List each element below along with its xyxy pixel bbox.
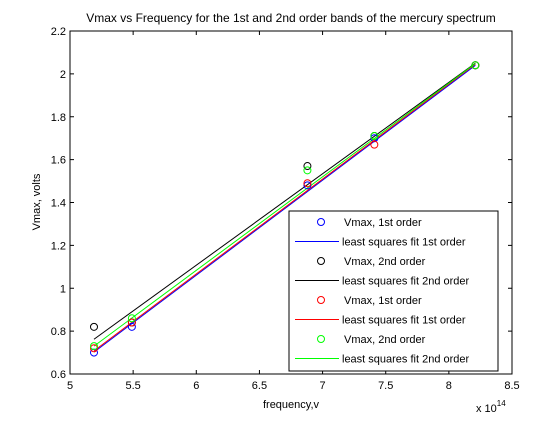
tick-layer: 5 5.5 6 6.5 7 7.5 8 8.5 0.6 0.8 1 1.2 1.4 1.6 1.8 2 2.2 <box>51 26 520 392</box>
legend-label: Vmax, 2nd order <box>344 256 426 268</box>
fit-line <box>93 63 476 352</box>
x-tick-label: 6.5 <box>252 380 267 392</box>
legend-marker <box>317 218 325 226</box>
y-tick-label: 1.8 <box>51 112 66 124</box>
fit-line <box>93 63 476 347</box>
y-tick-label: 2 <box>60 69 66 81</box>
series-layer <box>89 61 480 357</box>
legend-box <box>288 210 499 372</box>
legend-marker <box>317 296 325 304</box>
legend-label: Vmax, 1st order <box>344 295 422 307</box>
y-tick-label: 0.8 <box>51 326 66 338</box>
x-axis-exponent-base: x 10 <box>476 403 497 415</box>
y-tick-label: 0.6 <box>51 369 66 381</box>
x-tick-label: 5.5 <box>125 380 140 392</box>
y-tick-label: 1.6 <box>51 155 66 167</box>
data-point <box>370 140 379 149</box>
legend-label: least squares fit 2nd order <box>342 276 470 288</box>
legend-label: least squares fit 1st order <box>342 315 466 327</box>
x-tick-label: 6 <box>193 380 199 392</box>
legend-label: Vmax, 1st order <box>344 217 422 229</box>
data-point <box>471 61 480 70</box>
x-tick-label: 8 <box>446 380 452 392</box>
data-point <box>127 318 136 327</box>
data-point <box>303 181 312 190</box>
chart-title: Vmax vs Frequency for the 1st and 2nd or… <box>86 11 496 25</box>
legend-marker <box>317 257 325 265</box>
data-point <box>89 342 98 351</box>
legend-label: least squares fit 1st order <box>342 237 466 249</box>
data-point <box>370 132 379 141</box>
y-tick-label: 1 <box>60 283 66 295</box>
x-tick-label: 7.5 <box>378 380 393 392</box>
x-axis-exponent: x 1014 <box>476 399 506 415</box>
y-tick-label: 2.2 <box>51 26 66 38</box>
x-tick-label: 7 <box>320 380 326 392</box>
fit-line <box>93 62 476 340</box>
data-point <box>303 162 312 171</box>
y-tick-label: 1.2 <box>51 240 66 252</box>
data-point <box>370 134 379 143</box>
legend-label: least squares fit 2nd order <box>342 354 470 366</box>
x-axis-label: frequency,v <box>263 399 320 411</box>
legend-label: Vmax, 2nd order <box>344 334 426 346</box>
data-point <box>303 179 312 188</box>
legend: Vmax, 1st order least squares fit 1st ord… <box>288 210 499 372</box>
data-point <box>127 314 136 323</box>
x-tick-label: 8.5 <box>504 380 519 392</box>
data-point <box>303 166 312 175</box>
x-axis-exponent-power: 14 <box>497 399 506 408</box>
data-point <box>89 344 98 353</box>
y-tick-label: 1.4 <box>51 198 66 210</box>
data-point <box>127 322 136 331</box>
y-axis-label: Vmax, volts <box>31 173 43 230</box>
data-point <box>89 322 98 331</box>
data-point <box>89 348 98 357</box>
fit-line <box>93 64 476 353</box>
x-tick-label: 5 <box>67 380 73 392</box>
legend-marker <box>317 335 325 343</box>
